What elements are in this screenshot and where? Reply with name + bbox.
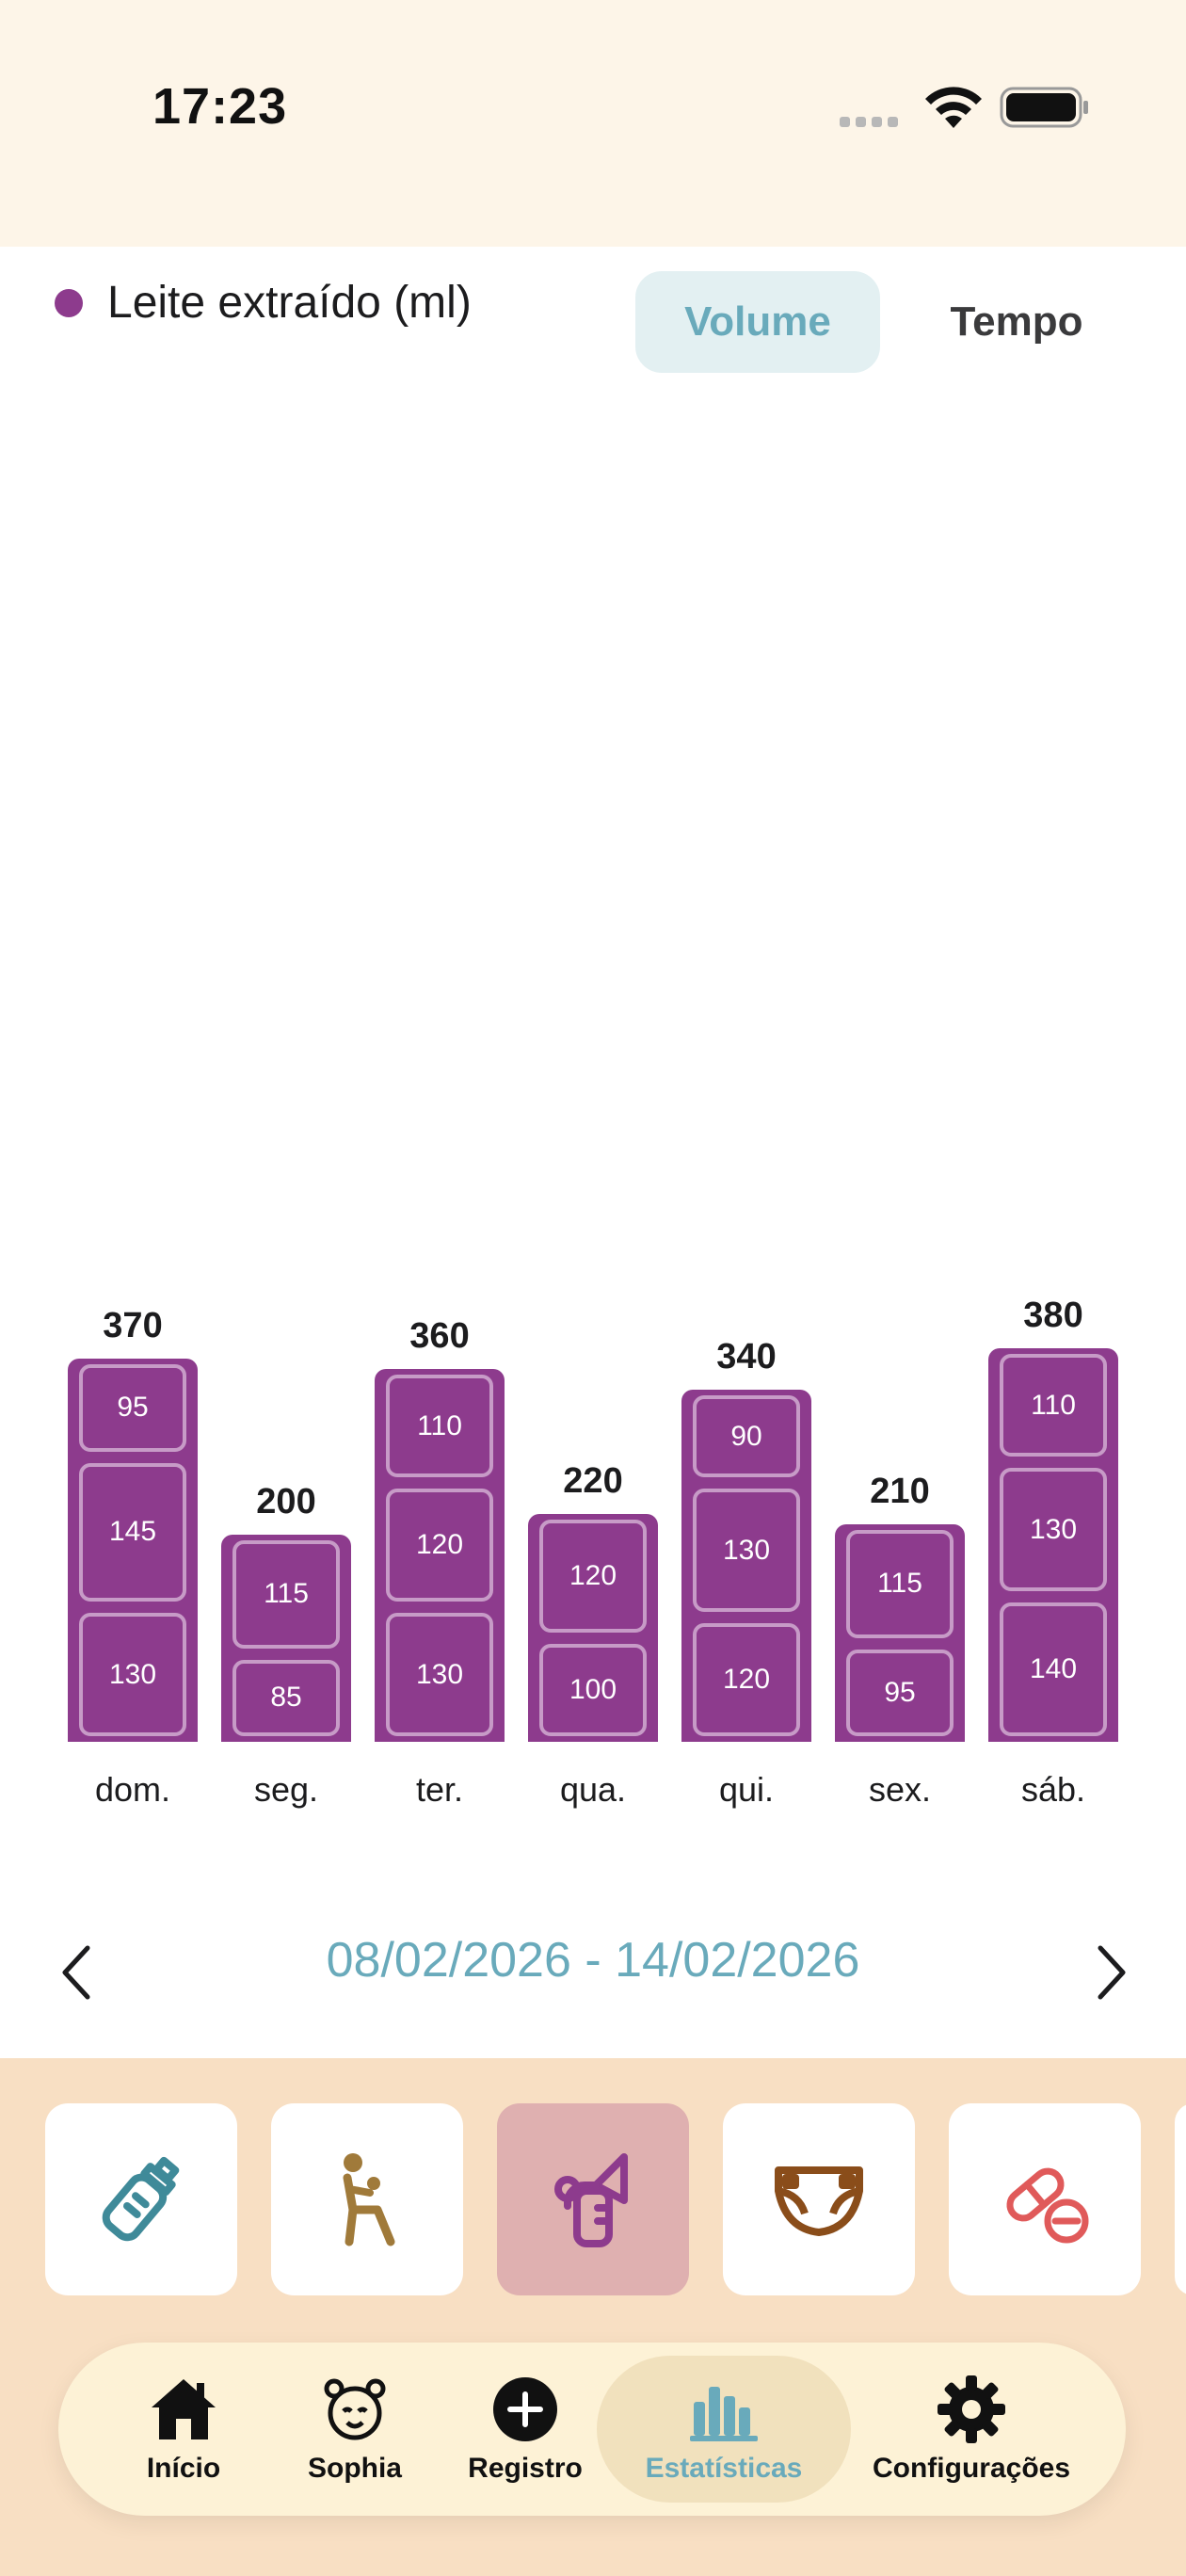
bar-total-label-0: 370 [103,1306,163,1345]
bar-total-label-6: 380 [1023,1296,1083,1335]
category-more-button[interactable] [1175,2103,1186,2295]
x-tick-label-5: sex. [868,1770,932,1809]
chevron-left-icon [62,1945,90,2000]
breast-pump-icon [554,2153,628,2247]
bar-segment-6-1: 130 [1000,1468,1107,1591]
bar-total-label-5: 210 [870,1472,930,1511]
bar-0[interactable]: 130 145 95 [68,1359,198,1742]
battery-icon [1000,87,1088,128]
x-tick-label-6: sáb. [1020,1770,1086,1809]
bar-segment-4-2: 90 [693,1395,800,1477]
bar-segment-1-0: 85 [232,1659,340,1736]
bar-total-label-1: 200 [256,1482,316,1521]
stacked-bar-chart: 130 145 95 370 dom. 85 115 200 seg. 130 120 110 360 t… [0,1262,1186,1827]
tab-inicio[interactable]: Início [113,2343,254,2516]
home-icon [152,2379,216,2439]
bar-5[interactable]: 95 115 [835,1524,965,1742]
bar-segment-2-1: 120 [386,1489,493,1602]
bar-segment-4-1: 130 [693,1489,800,1612]
date-range-label: 08/02/2026 - 14/02/2026 [326,1933,860,1988]
tab-sophia[interactable]: Sophia [284,2343,425,2516]
tab-configuracoes[interactable]: Configurações [858,2343,1084,2516]
tab-bar: Início Sophia Registro Estatí [58,2343,1126,2516]
bar-total-label-2: 360 [409,1316,470,1356]
bar-total-label-4: 340 [716,1337,777,1377]
bar-segment-6-2: 110 [1000,1354,1107,1457]
tab-inicio-label: Início [146,2453,221,2484]
bar-6[interactable]: 140 130 110 [988,1348,1118,1742]
tab-registro-label: Registro [468,2453,583,2484]
add-circle-icon [493,2377,557,2441]
tab-registro[interactable]: Registro [450,2343,601,2516]
legend-label: Leite extraído (ml) [107,278,472,328]
bar-chart-icon [690,2387,758,2441]
x-tick-label-2: ter. [415,1770,464,1809]
status-bar: 17:23 [0,0,1186,247]
x-tick-label-4: qui. [718,1770,775,1809]
bar-segment-4-0: 120 [693,1623,800,1736]
legend-dot [55,288,83,317]
category-diaper-button[interactable] [723,2103,915,2295]
x-tick-label-3: qua. [559,1770,627,1809]
bar-segment-0-1: 145 [79,1462,186,1602]
tab-sophia-label: Sophia [307,2453,402,2484]
tab-estatisticas-label: Estatísticas [645,2453,803,2484]
bar-segment-5-0: 95 [846,1649,954,1736]
tab-configuracoes-label: Configurações [872,2453,1071,2484]
category-medication-button[interactable] [949,2103,1141,2295]
bar-segment-3-0: 100 [539,1644,647,1736]
baby-face-icon [324,2378,386,2440]
bar-segment-2-0: 130 [386,1613,493,1736]
baby-bottle-icon [102,2156,180,2242]
category-pumping-button[interactable] [497,2103,689,2295]
bar-1[interactable]: 85 115 [221,1535,351,1742]
status-time: 17:23 [152,78,288,135]
bar-segment-0-0: 130 [79,1613,186,1736]
bar-2[interactable]: 130 120 110 [375,1369,505,1742]
chevron-right-icon [1098,1945,1126,2000]
wifi-icon [925,87,982,128]
bar-segment-5-1: 115 [846,1530,954,1638]
bar-segment-2-2: 110 [386,1375,493,1477]
x-tick-label-0: dom. [94,1770,171,1809]
previous-week-button[interactable] [43,1940,109,2005]
chart-legend: Leite extraído (ml) [55,277,472,329]
category-breastfeeding-button[interactable] [271,2103,463,2295]
gear-icon [938,2375,1005,2443]
tempo-toggle-button[interactable]: Tempo [950,298,1083,345]
cellular-signal-icon [840,115,904,132]
bar-segment-0-2: 95 [79,1364,186,1452]
nursing-mother-icon [343,2153,395,2246]
category-feeding-button[interactable] [45,2103,237,2295]
bar-segment-3-1: 120 [539,1520,647,1633]
bar-4[interactable]: 120 130 90 [681,1390,811,1742]
tab-estatisticas[interactable]: Estatísticas [623,2343,825,2516]
diaper-icon [775,2166,863,2236]
volume-toggle-button[interactable]: Volume [635,271,880,373]
medicine-pill-icon [1006,2167,1089,2244]
bar-3[interactable]: 100 120 [528,1514,658,1742]
bar-segment-1-1: 115 [232,1540,340,1649]
bar-segment-6-0: 140 [1000,1602,1107,1736]
x-tick-label-1: seg. [253,1770,319,1809]
bar-total-label-3: 220 [563,1461,623,1501]
next-week-button[interactable] [1079,1940,1145,2005]
